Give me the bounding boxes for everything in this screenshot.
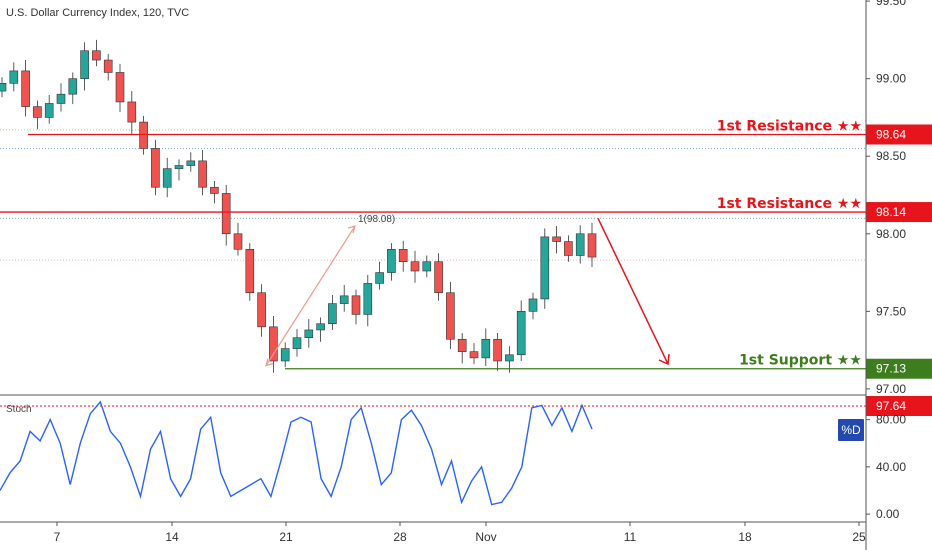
candle-body — [233, 233, 243, 250]
date-tick-label: 7 — [54, 530, 61, 544]
candle-body — [363, 283, 373, 315]
candle-body — [410, 261, 420, 272]
price-tick-label: 97.00 — [876, 382, 906, 396]
overbought-badge-value: 97.64 — [876, 399, 906, 413]
candle-body — [186, 160, 196, 166]
annotations-layer: 1(98.08) — [265, 214, 670, 367]
stochastic-pane: 97.64 %D — [0, 396, 932, 506]
measure-arrowhead — [347, 225, 356, 234]
candle-body — [540, 236, 550, 300]
candle-body — [387, 248, 396, 273]
stoch-label: Stoch — [6, 404, 32, 415]
candle-body — [316, 323, 325, 331]
candle-body — [269, 326, 278, 362]
stoch-tick-label: 80.00 — [876, 413, 906, 427]
price-tick-label: 98.50 — [876, 149, 906, 163]
candle-body — [33, 106, 42, 118]
candle-body — [292, 337, 302, 349]
candle-body — [505, 354, 514, 362]
candle-body — [457, 338, 467, 352]
candle-body — [528, 298, 538, 312]
price-tick-label: 97.50 — [876, 304, 906, 318]
measure-arrowtail — [265, 358, 274, 367]
date-tick-label: Nov — [475, 530, 496, 544]
candle-body — [221, 193, 231, 235]
date-tick-label: 21 — [279, 530, 293, 544]
level-label: 1st Resistance ★★ — [717, 119, 862, 135]
candle-body — [0, 83, 7, 92]
level-badge-value: 98.64 — [876, 128, 906, 142]
grid-layer — [0, 129, 866, 261]
candle-body — [422, 261, 432, 272]
candle-body — [493, 338, 502, 362]
measure-label: 1(98.08) — [358, 214, 395, 225]
candle-body — [174, 165, 184, 169]
candle-body — [564, 241, 573, 256]
candle-body — [92, 50, 101, 61]
candle-body — [115, 72, 125, 103]
candle-body — [21, 70, 30, 107]
candle-body — [446, 292, 455, 340]
candle-body — [434, 261, 443, 294]
level-label: 1st Resistance ★★ — [717, 196, 862, 212]
candle-body — [44, 103, 54, 118]
candle-body — [210, 186, 219, 194]
candle-body — [162, 168, 172, 188]
d-badge-label: %D — [841, 423, 861, 437]
price-tick-label: 99.50 — [876, 0, 906, 8]
axes-layer: 99.50 99.00 98.50 98.00 97.50 97.00 7 14 21 28 Nov… — [0, 0, 906, 550]
stoch-tick-label: 0.00 — [876, 507, 900, 521]
candle-body — [151, 148, 160, 188]
candle-body — [375, 272, 384, 284]
candle-body — [257, 292, 266, 328]
measure-line — [265, 225, 356, 366]
candle-body — [245, 248, 255, 294]
candle-body — [481, 338, 491, 359]
candle-body — [328, 303, 337, 325]
candle-body — [351, 295, 361, 315]
candle-body — [80, 50, 89, 79]
levels-layer: 1st Resistance ★★ 98.64 1st Resistance ★★ 9… — [0, 119, 932, 379]
candle-body — [103, 59, 113, 73]
stoch-line — [0, 400, 593, 506]
candle-body — [339, 295, 349, 304]
candles-layer — [0, 39, 597, 373]
overbought-badge — [866, 396, 932, 416]
level-badge-value: 98.14 — [876, 205, 906, 219]
candle-body — [304, 329, 314, 339]
candle-body — [469, 351, 479, 359]
d-badge — [838, 419, 864, 441]
stoch-tick-label: 40.00 — [876, 460, 906, 474]
candle-body — [398, 248, 408, 263]
candle-body — [139, 121, 148, 149]
chart-title: U.S. Dollar Currency Index, 120, TVC — [6, 7, 189, 19]
candle-body — [198, 160, 207, 188]
candle-body — [280, 348, 290, 362]
date-tick-label: 28 — [393, 530, 407, 544]
candle-body — [552, 236, 561, 242]
candle-body — [587, 233, 597, 258]
level-badge — [866, 358, 932, 379]
level-badge — [866, 124, 932, 145]
candle-body — [68, 78, 78, 95]
date-tick-label: 11 — [624, 530, 637, 544]
date-tick-label: 14 — [165, 530, 179, 544]
level-badge-value: 97.13 — [876, 362, 906, 376]
date-tick-label: 25 — [852, 530, 866, 544]
price-tick-label: 99.00 — [876, 72, 906, 86]
date-tick-label: 18 — [738, 530, 752, 544]
projection-line — [597, 217, 669, 365]
candle-body — [516, 311, 526, 356]
level-badge — [866, 202, 932, 223]
level-label: 1st Support ★★ — [739, 353, 862, 369]
candle-body — [575, 233, 585, 256]
candle-body — [56, 93, 66, 104]
projection-arrowhead — [658, 354, 670, 366]
candle-body — [127, 101, 137, 123]
price-tick-label: 98.00 — [876, 227, 906, 241]
candle-body — [9, 70, 19, 84]
